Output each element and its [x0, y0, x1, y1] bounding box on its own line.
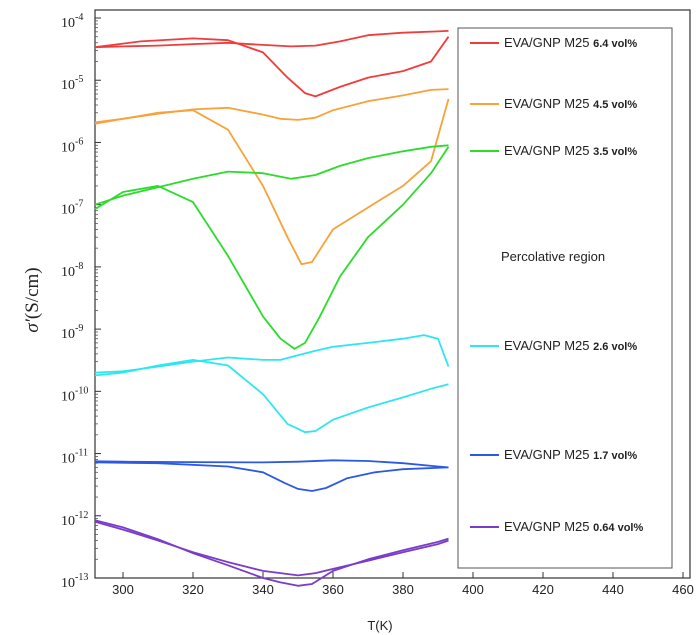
- annotation-percolative-region: Percolative region: [501, 249, 605, 264]
- x-tick-label: 300: [112, 582, 134, 597]
- legend-label: EVA/GNP M25 2.6 vol%: [504, 338, 637, 353]
- y-axis-label: σ′(S/cm): [22, 267, 43, 332]
- x-tick-label: 440: [602, 582, 624, 597]
- series-line: [94, 88, 449, 125]
- series-line: [94, 30, 449, 49]
- series-line: [94, 98, 450, 266]
- series-line: [94, 36, 450, 98]
- series-line: [94, 144, 449, 206]
- y-tick-label: 10-13: [61, 572, 88, 591]
- plot-frame: [94, 9, 691, 579]
- x-tick-label: 400: [462, 582, 484, 597]
- x-tick-label: 380: [392, 582, 414, 597]
- legend-vol: 3.5 vol%: [593, 146, 637, 158]
- series-line: [94, 520, 449, 577]
- series-5: [94, 519, 449, 587]
- legend-item: EVA/GNP M25 2.6 vol%: [470, 338, 637, 353]
- legend-item: EVA/GNP M25 1.7 vol%: [470, 447, 637, 462]
- legend-item: EVA/GNP M25 0.64 vol%: [470, 519, 643, 534]
- series-line: [94, 334, 450, 374]
- series-0: [94, 30, 450, 98]
- series-line: [94, 519, 449, 587]
- series-line: [94, 459, 449, 469]
- legend-vol: 2.6 vol%: [593, 341, 637, 353]
- y-axis-label-units: (S/cm): [22, 267, 43, 319]
- series-2: [94, 144, 450, 350]
- series-line: [94, 146, 450, 350]
- legend-item: EVA/GNP M25 6.4 vol%: [470, 35, 637, 50]
- series-line: [94, 461, 449, 492]
- y-tick-label: 10-6: [61, 136, 83, 155]
- x-tick-label: 320: [182, 582, 204, 597]
- legend-vol: 0.64 vol%: [593, 522, 643, 534]
- legend-label: EVA/GNP M25 3.5 vol%: [504, 143, 637, 158]
- legend-label: EVA/GNP M25 0.64 vol%: [504, 519, 643, 534]
- series-3: [94, 334, 450, 434]
- y-tick-label: 10-8: [61, 261, 83, 280]
- y-tick-label: 10-9: [61, 323, 83, 342]
- axis-ticks: 300 320 340 360 380 400 420 440 460 10-4 10-5 10-6 1…: [61, 12, 694, 597]
- legend-vol: 4.5 vol%: [593, 99, 637, 111]
- legend-item: EVA/GNP M25 3.5 vol%: [470, 143, 637, 158]
- legend-label: EVA/GNP M25 4.5 vol%: [504, 96, 637, 111]
- legend: EVA/GNP M25 6.4 vol% EVA/GNP M25 4.5 vol%…: [470, 35, 643, 534]
- legend-vol: 6.4 vol%: [593, 38, 637, 50]
- y-tick-label: 10-10: [61, 385, 88, 404]
- x-axis-label: T(K): [367, 618, 392, 633]
- x-tick-label: 340: [252, 582, 274, 597]
- y-tick-label: 10-5: [61, 74, 83, 93]
- y-axis-label-symbol: σ′: [22, 318, 43, 332]
- series-4: [94, 459, 449, 492]
- legend-vol: 1.7 vol%: [593, 450, 637, 462]
- series-1: [94, 88, 450, 266]
- series-lines: [94, 30, 450, 587]
- x-tick-label: 420: [532, 582, 554, 597]
- y-tick-label: 10-12: [61, 510, 88, 529]
- series-line: [94, 359, 449, 434]
- y-tick-label: 10-11: [61, 448, 88, 467]
- y-tick-label: 10-4: [61, 12, 83, 31]
- x-tick-label: 460: [672, 582, 694, 597]
- x-tick-label: 360: [322, 582, 344, 597]
- legend-label: EVA/GNP M25 6.4 vol%: [504, 35, 637, 50]
- y-tick-label: 10-7: [61, 199, 83, 218]
- legend-box: [457, 27, 673, 569]
- legend-item: EVA/GNP M25 4.5 vol%: [470, 96, 637, 111]
- legend-label: EVA/GNP M25 1.7 vol%: [504, 447, 637, 462]
